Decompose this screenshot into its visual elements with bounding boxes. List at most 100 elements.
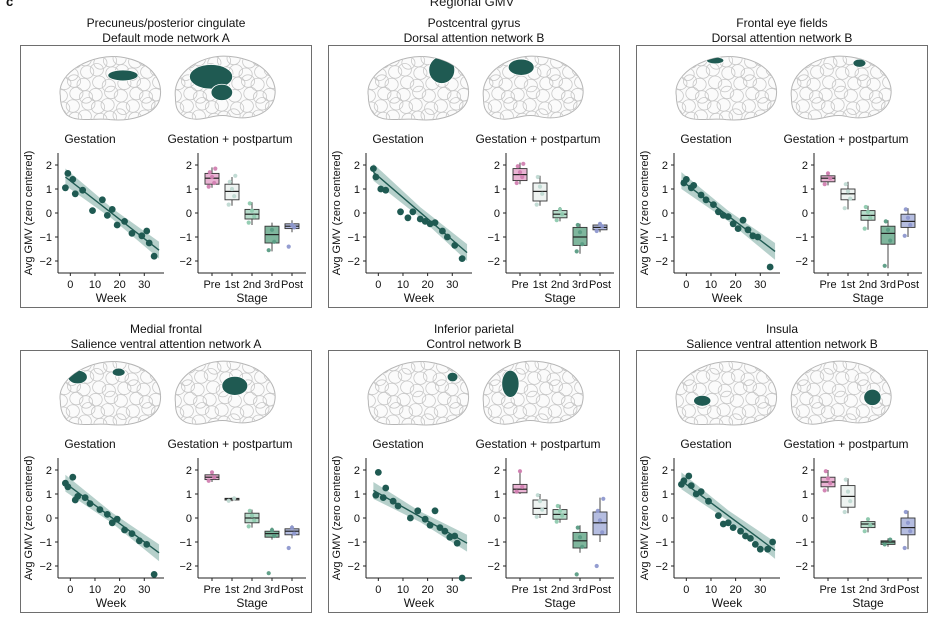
stage-point (842, 205, 847, 210)
x-tick-label: 30 (754, 584, 766, 596)
x-tick-label: 0 (683, 584, 689, 596)
stage-box-pre (204, 469, 219, 483)
data-point (431, 218, 438, 226)
y-tick-label: −1 (795, 537, 808, 549)
stage-box-pre (204, 166, 219, 189)
y-tick-label: 0 (353, 208, 359, 220)
data-point (404, 213, 411, 221)
stage-point (520, 161, 525, 166)
medial-view-icon (482, 360, 584, 425)
data-point (88, 206, 96, 214)
stage-tick-label: Pre (819, 584, 836, 596)
stage-point (863, 204, 868, 209)
stage-box-post (284, 219, 299, 249)
stage-point (905, 215, 910, 220)
stage-point (847, 196, 852, 201)
box-plot: 2 1 0 −1 −2 Pre 1st 2nd 3rd Post Stage (795, 152, 922, 305)
stage-box-1st (532, 492, 547, 519)
stage-point (535, 492, 540, 497)
data-point (426, 521, 433, 529)
stage-point (594, 563, 599, 568)
stage-point (867, 522, 872, 527)
stage-box-3rd (264, 527, 279, 575)
region-name: Frontal eye fields (736, 16, 828, 30)
stage-point (289, 525, 294, 530)
stage-box-pre (512, 468, 527, 494)
stage-box-3rd (572, 222, 587, 254)
x-axis-label: Stage (852, 291, 884, 305)
stage-point (249, 208, 254, 213)
highlighted-region (111, 367, 126, 377)
y-tick-label: −2 (179, 256, 192, 268)
x-tick-label: 0 (683, 279, 689, 291)
stage-point (822, 487, 827, 492)
stage-point (579, 544, 584, 549)
region-name: Precuneus/posterior cingulate (86, 16, 246, 30)
stage-box-1st (224, 173, 239, 207)
stage-point (207, 169, 212, 174)
stage-point (823, 468, 828, 473)
data-point (379, 493, 387, 501)
data-point (68, 473, 76, 481)
network-name: Control network B (426, 337, 522, 351)
x-tick-label: 10 (704, 584, 716, 596)
y-tick-label: 0 (661, 208, 667, 220)
x-axis-label: Stage (236, 596, 268, 610)
region-panel: Gestation Gestation + postpartum Avg GMV (… (636, 45, 928, 308)
network-name: Dorsal attention network B (711, 31, 853, 45)
data-point (103, 510, 111, 518)
stage-plot-title: Gestation + postpartum (167, 132, 292, 146)
stage-tick-label: Pre (511, 279, 528, 291)
regression-line (372, 171, 468, 253)
stage-box-2nd (860, 516, 875, 533)
data-point (679, 476, 687, 484)
region-panel: Gestation Gestation + postpartum Avg GMV (… (636, 350, 928, 613)
stage-box-post (592, 221, 607, 233)
stage-point (232, 173, 237, 178)
stage-point (865, 516, 870, 521)
data-point (724, 212, 732, 220)
medial-view-icon (790, 360, 892, 425)
stage-point (907, 222, 912, 227)
x-tick-label: 30 (446, 584, 458, 596)
stage-box-3rd (572, 524, 587, 576)
y-tick-label: −2 (487, 256, 500, 268)
stage-point (286, 545, 291, 550)
y-tick-label: −1 (347, 232, 360, 244)
stage-tick-label: 1st (224, 279, 239, 291)
data-point (142, 540, 150, 548)
data-point (687, 481, 695, 489)
stage-point (226, 202, 231, 207)
stage-point (266, 570, 271, 575)
data-point (729, 219, 737, 227)
y-tick-label: −1 (655, 537, 668, 549)
data-point (108, 205, 116, 213)
stage-point (907, 528, 912, 533)
x-tick-label: 0 (375, 279, 381, 291)
data-point (753, 233, 761, 240)
highlighted-region (862, 388, 881, 406)
data-point (739, 216, 746, 224)
data-point (724, 518, 732, 526)
stage-point (885, 227, 890, 232)
panel-svg: Gestation Gestation + postpartum Avg GMV (… (639, 360, 922, 610)
box-plot: 2 1 0 −1 −2 Pre 1st 2nd 3rd Post Stage (179, 152, 306, 305)
stage-tick-label: 3rd (880, 584, 896, 596)
y-tick-label: 0 (45, 208, 51, 220)
y-tick-label: 1 (45, 489, 51, 501)
box (532, 182, 547, 201)
data-point (371, 173, 379, 180)
data-point (714, 511, 722, 519)
stage-plot-title: Gestation + postpartum (167, 437, 292, 451)
stage-point (266, 247, 271, 252)
stage-point (597, 221, 602, 226)
stage-point (600, 496, 605, 501)
region-panel: Gestation Gestation + postpartum Avg GMV (… (20, 45, 312, 308)
data-point (697, 487, 705, 495)
highlighted-region (852, 58, 866, 68)
y-tick-label: 1 (493, 489, 499, 501)
medial-view-icon (174, 360, 276, 425)
